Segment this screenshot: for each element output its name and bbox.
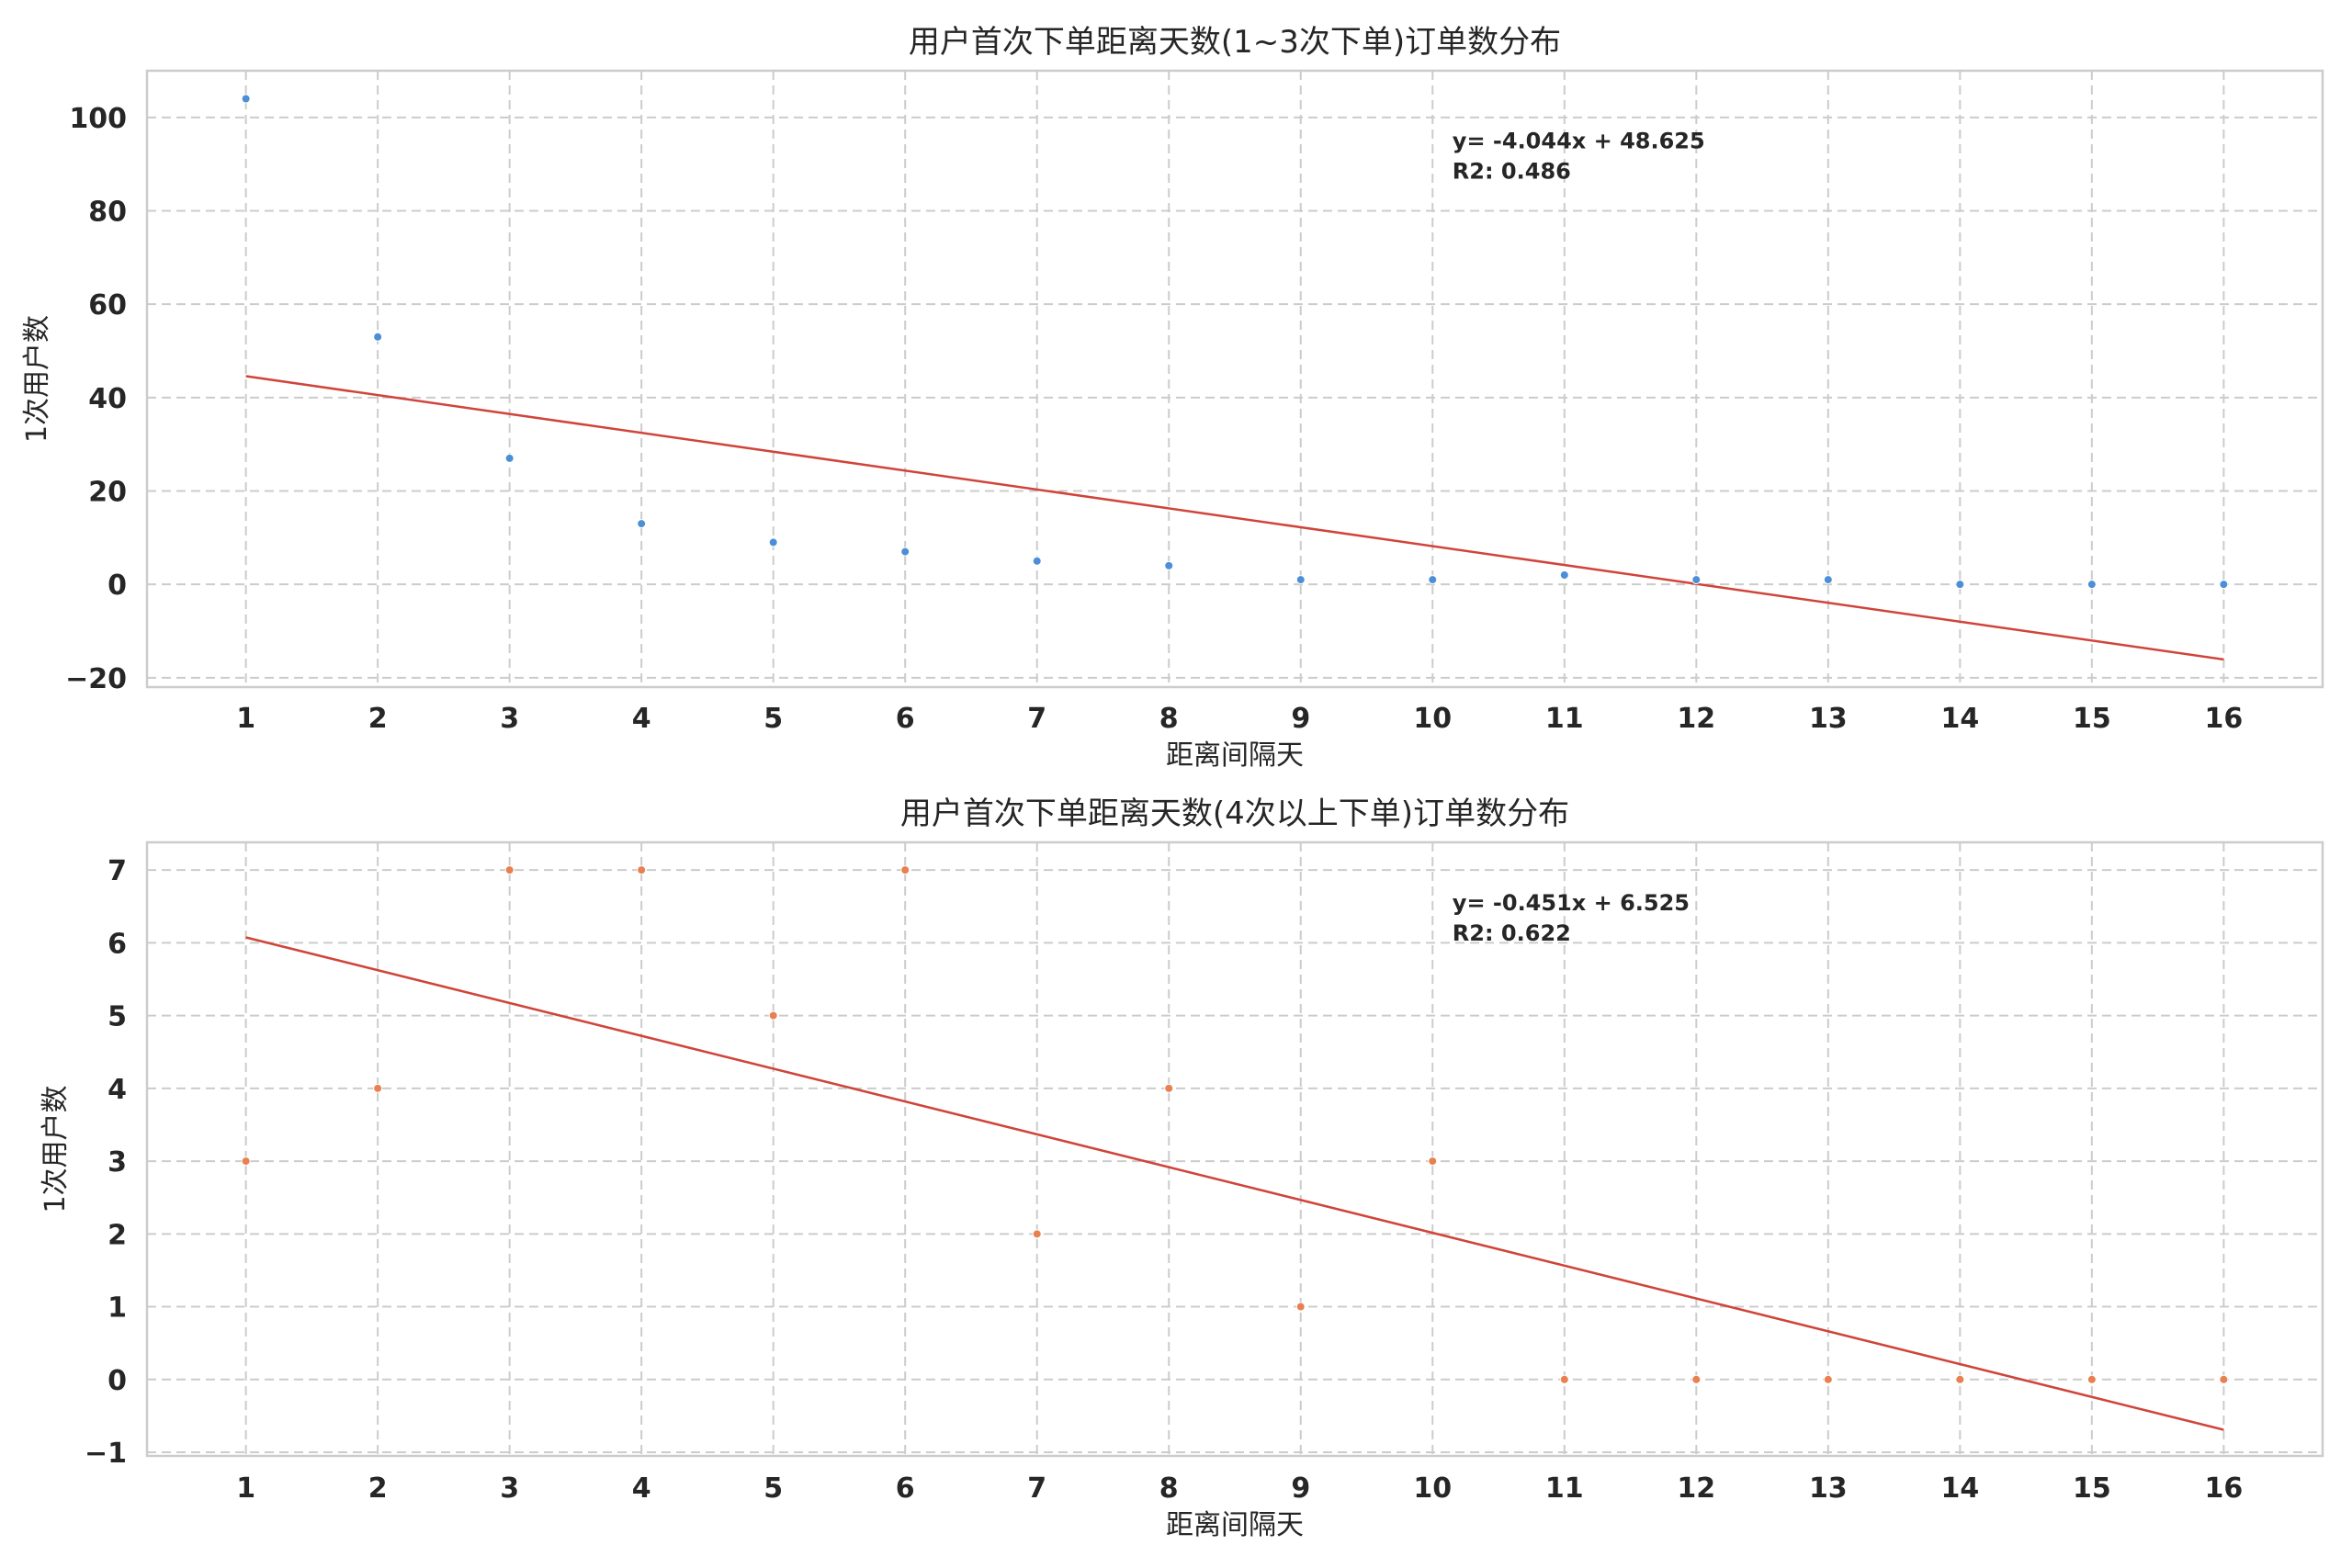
y-tick-label: 3 — [107, 1146, 127, 1179]
chart-title: 用户首次下单距离天数(1~3次下单)订单数分布 — [909, 24, 1561, 61]
x-tick-label: 4 — [632, 1472, 651, 1505]
y-axis-label: 1次用户数 — [40, 1085, 72, 1213]
data-point — [1032, 556, 1042, 566]
y-tick-label: 4 — [107, 1074, 127, 1106]
x-tick-label: 3 — [500, 703, 519, 735]
data-point — [504, 453, 514, 463]
data-point — [900, 865, 910, 875]
y-tick-label: −1 — [85, 1438, 127, 1470]
x-tick-label: 2 — [368, 703, 388, 735]
trend-line — [245, 936, 2224, 1431]
y-tick-label: −20 — [65, 663, 127, 695]
x-tick-label: 8 — [1159, 703, 1179, 735]
data-point — [504, 865, 514, 875]
x-tick-label: 9 — [1291, 703, 1310, 735]
x-tick-label: 12 — [1677, 1472, 1715, 1505]
data-point — [768, 537, 778, 547]
y-tick-label: 60 — [88, 289, 127, 321]
x-tick-label: 6 — [896, 703, 915, 735]
data-point — [1559, 1374, 1569, 1384]
data-point — [241, 1156, 251, 1167]
x-tick-label: 16 — [2204, 1472, 2243, 1505]
data-point — [1295, 1302, 1306, 1312]
data-point — [1955, 580, 1965, 590]
y-tick-label: 1 — [107, 1292, 127, 1325]
x-tick-label: 8 — [1159, 1472, 1179, 1505]
y-axis-label: 1次用户数 — [21, 315, 53, 443]
plot-frame — [145, 840, 2324, 1458]
x-tick-label: 1 — [236, 1472, 255, 1505]
x-tick-label: 11 — [1545, 703, 1584, 735]
data-point — [373, 1083, 383, 1093]
data-point — [768, 1010, 778, 1021]
x-tick-label: 10 — [1413, 1472, 1452, 1505]
x-tick-label: 5 — [763, 1472, 783, 1505]
data-point — [1032, 1229, 1042, 1239]
data-point — [1428, 575, 1438, 585]
x-tick-label: 13 — [1809, 1472, 1848, 1505]
regression-equation: y= -0.451x + 6.525 — [1453, 890, 1690, 916]
x-tick-label: 14 — [1940, 1472, 1979, 1505]
x-tick-label: 14 — [1940, 703, 1979, 735]
data-point — [637, 519, 647, 529]
data-point — [1295, 575, 1306, 585]
data-point — [1428, 1156, 1438, 1167]
x-tick-label: 1 — [236, 703, 255, 735]
x-tick-label: 5 — [763, 703, 783, 735]
x-tick-label: 11 — [1545, 1472, 1584, 1505]
data-point — [2086, 580, 2097, 590]
x-axis-label: 距离间隔天 — [1166, 1509, 1304, 1541]
regression-equation: y= -4.044x + 48.625 — [1453, 128, 1705, 153]
y-tick-label: 100 — [69, 103, 127, 135]
y-tick-label: 6 — [107, 928, 127, 960]
plot-frame — [145, 69, 2324, 689]
y-tick-label: 0 — [107, 1365, 127, 1397]
x-tick-label: 15 — [2073, 703, 2111, 735]
data-point — [1164, 560, 1174, 570]
x-axis-label: 距离间隔天 — [1166, 739, 1304, 772]
x-tick-label: 9 — [1291, 1472, 1310, 1505]
x-tick-label: 2 — [368, 1472, 388, 1505]
y-tick-label: 40 — [88, 383, 127, 415]
y-tick-label: 5 — [107, 1001, 127, 1033]
data-point — [1955, 1374, 1965, 1384]
r-squared-label: R2: 0.622 — [1453, 920, 1571, 946]
data-point — [373, 332, 383, 342]
y-tick-label: 2 — [107, 1219, 127, 1251]
data-point — [1823, 575, 1833, 585]
y-tick-label: 80 — [88, 197, 127, 229]
x-tick-label: 10 — [1413, 703, 1452, 735]
data-point — [2086, 1374, 2097, 1384]
x-tick-label: 13 — [1809, 703, 1848, 735]
x-tick-label: 12 — [1677, 703, 1715, 735]
x-tick-label: 16 — [2204, 703, 2243, 735]
y-tick-label: 0 — [107, 570, 127, 602]
x-tick-label: 15 — [2073, 1472, 2111, 1505]
x-tick-label: 4 — [632, 703, 651, 735]
data-point — [1691, 1374, 1702, 1384]
data-point — [1164, 1083, 1174, 1093]
data-point — [2219, 1374, 2229, 1384]
y-tick-label: 7 — [107, 855, 127, 887]
x-tick-label: 7 — [1027, 1472, 1046, 1505]
chart-title: 用户首次下单距离天数(4次以上下单)订单数分布 — [900, 795, 1569, 832]
scatter-plot-1-3-orders: 1 2 3 4 5 6 7 8 9 10 11 12 13 14 15 16−20020406080100y=… — [21, 24, 2324, 772]
x-tick-label: 7 — [1027, 703, 1046, 735]
data-point — [637, 865, 647, 875]
data-point — [2219, 580, 2229, 590]
data-point — [1823, 1374, 1833, 1384]
x-tick-label: 6 — [896, 1472, 915, 1505]
data-point — [900, 547, 910, 557]
data-point — [241, 94, 251, 104]
data-point — [1691, 575, 1702, 585]
data-point — [1559, 570, 1569, 580]
x-tick-label: 3 — [500, 1472, 519, 1505]
y-tick-label: 20 — [88, 477, 127, 509]
trend-line — [245, 375, 2224, 661]
r-squared-label: R2: 0.486 — [1453, 158, 1571, 184]
